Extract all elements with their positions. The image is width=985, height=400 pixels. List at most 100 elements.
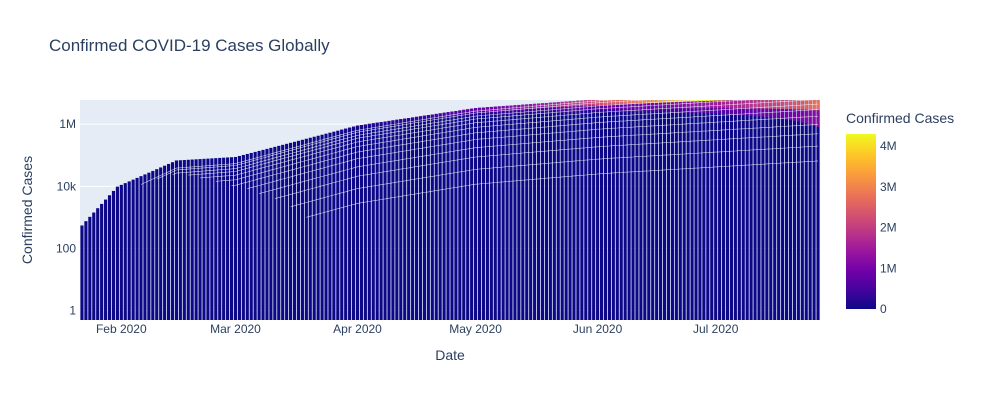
bar-segment (568, 110, 572, 114)
bar (241, 154, 245, 320)
bar-segment (596, 109, 600, 113)
bar-segment (690, 101, 694, 109)
bar-segment (426, 120, 430, 122)
bar-segment (379, 124, 383, 127)
bar-segment (639, 109, 643, 113)
bar-segment (666, 100, 671, 103)
x-axis-title: Date (435, 347, 465, 363)
bar-segment (619, 100, 623, 105)
bar-segment (816, 100, 820, 111)
bar-segment (725, 100, 730, 109)
bar-segment (599, 109, 604, 113)
bar (411, 117, 415, 320)
colorbar-title: Confirmed Cases (846, 110, 954, 126)
bar-segment (407, 123, 411, 124)
bar-segment (659, 100, 663, 103)
bar-segment (493, 111, 497, 114)
bar-segment (564, 111, 568, 114)
bar-segment (812, 100, 816, 111)
bar-segment (706, 108, 710, 114)
bar (269, 147, 273, 320)
bar-segment (729, 108, 734, 115)
bar (580, 100, 584, 320)
bar-segment (615, 109, 619, 113)
bar-segment (340, 129, 344, 132)
bar-segment (627, 100, 631, 105)
bar (237, 155, 241, 320)
bar-segment (607, 109, 611, 113)
bar-segment (659, 102, 663, 109)
bar (454, 110, 458, 320)
bar (304, 138, 308, 320)
bar (379, 122, 383, 320)
bar-segment (462, 109, 466, 114)
bar-segment (450, 111, 454, 116)
bar (80, 225, 84, 320)
bar-segment (560, 101, 564, 108)
bar (761, 100, 765, 320)
bar (403, 118, 407, 320)
bar (210, 158, 214, 320)
bar-segment (777, 100, 781, 109)
bar (135, 177, 139, 320)
bar-segment (548, 102, 552, 108)
bar-segment (662, 100, 667, 103)
bar (359, 125, 364, 320)
bar-segment (363, 124, 367, 128)
bar-segment (474, 112, 478, 115)
bar-segment (438, 119, 442, 121)
bar-segment (714, 100, 718, 109)
series-boundary-line (247, 115, 819, 189)
bar-segment (411, 117, 415, 121)
bar-segment (477, 114, 482, 116)
bar-segment (588, 105, 592, 111)
bar-segment (387, 120, 391, 124)
bar-segment (702, 100, 706, 102)
bar (115, 186, 119, 320)
bar-segment (572, 110, 576, 113)
bar-segment (694, 101, 698, 109)
bar-segment (643, 103, 647, 109)
y-axis-ticks: 1 100 10k 1M (56, 117, 77, 317)
bar-segment (344, 132, 348, 134)
series-boundary-line (306, 160, 819, 218)
bar (395, 119, 399, 320)
bar-segment (442, 118, 446, 120)
bar-segment (474, 108, 478, 113)
colorbar-tick-label: 4M (880, 139, 897, 153)
bar (765, 100, 769, 320)
bar-segment (761, 100, 765, 109)
y-tick-label: 1 (69, 304, 76, 318)
bar-segment (773, 100, 777, 109)
bar (367, 123, 371, 320)
bar-segment (576, 110, 580, 113)
bar-segment (348, 130, 352, 132)
bar (812, 100, 816, 320)
bar-segment (690, 100, 694, 102)
bar (725, 100, 730, 320)
bar-segment (655, 100, 659, 103)
bar-segment (596, 105, 600, 110)
colorbar-tick-label: 0 (880, 302, 887, 316)
bar (316, 135, 320, 320)
bar (470, 108, 474, 320)
bar-segment (773, 108, 777, 118)
bar-segment (706, 101, 710, 109)
bar (167, 163, 171, 320)
bar (485, 107, 489, 320)
bar (332, 131, 336, 320)
bar (729, 100, 734, 320)
bar-segment (655, 102, 659, 109)
bar-segment (662, 102, 667, 109)
bar-segment (442, 116, 446, 119)
bar-segment (678, 102, 682, 109)
bar-segment (525, 112, 529, 115)
bar-segment (481, 111, 486, 115)
bar (446, 112, 450, 320)
bar (655, 100, 659, 320)
bar (163, 165, 167, 320)
bar-segment (363, 127, 367, 129)
bar-segment (619, 104, 623, 110)
bar-segment (765, 100, 769, 109)
bar-segment (442, 112, 446, 117)
